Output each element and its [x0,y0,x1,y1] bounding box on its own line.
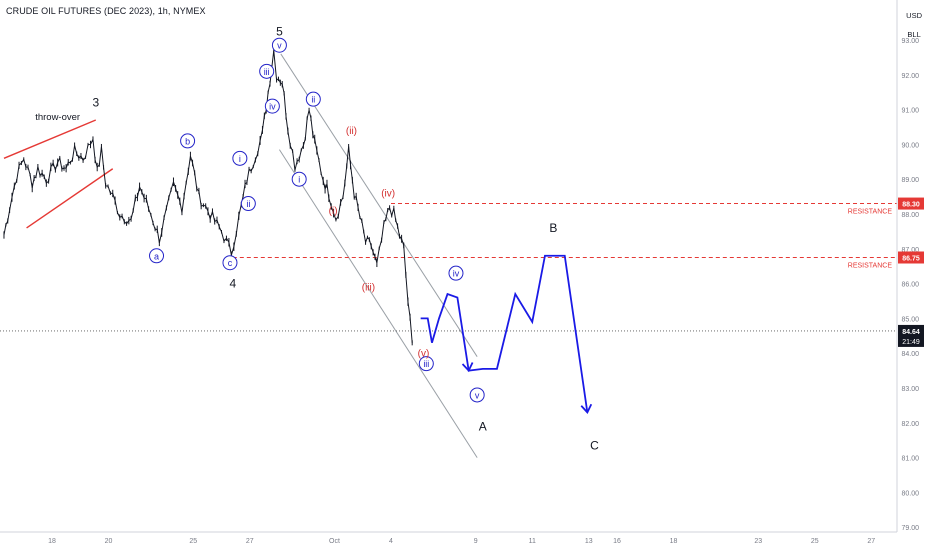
wave-label-7: b [185,136,190,146]
wave-label-5: C [590,438,599,452]
wave-label-3: A [479,419,487,433]
annotation-0: throw-over [35,112,80,123]
resistance-value-2: 86.75 [902,256,920,263]
x-tick-9: 16 [613,538,621,545]
projection-arrow-a [461,362,474,373]
wave-projection [420,254,593,414]
wave-label-13: v [277,41,282,51]
wave-label-8: c [228,258,233,268]
wave-circle-14 [291,171,307,187]
wave-label-21: (iii) [362,283,375,294]
resistance-text-2: RESISTANCE [848,263,893,270]
wave-circle-8 [222,255,238,271]
y-tick-8: 87.00 [901,247,919,254]
unit-label: BLL [907,30,921,39]
wave-circle-7 [180,133,196,149]
wave-label-19: (i) [329,206,338,217]
x-tick-10: 18 [670,538,678,545]
y-tick-4: 83.00 [901,386,919,393]
wave-labels: 345ABCabciiiiiiivviiiiiiivv(i)(ii)(iii)(… [35,24,599,452]
y-tick-9: 88.00 [901,212,919,219]
ending-wedge [3,119,114,229]
x-tick-1: 20 [105,538,113,545]
wave-label-16: iii [423,359,429,369]
wave-label-14: i [298,175,300,185]
currency-selector[interactable]: USD BLL [906,6,922,44]
x-tick-7: 11 [529,538,536,545]
wave-circle-10 [240,196,256,212]
wave-label-12: iv [269,102,276,112]
x-tick-4: Oct [329,538,340,545]
x-tick-8: 13 [585,538,593,545]
y-tick-0: 79.00 [901,525,919,532]
last-price-tag [898,324,924,347]
y-tick-1: 80.00 [901,490,919,497]
wave-circle-12 [264,98,280,114]
wave-label-11: iii [264,67,270,77]
price-axis[interactable]: 79.00 80.00 81.00 82.00 83.00 84.00 85.00 86.00… [896,0,924,532]
x-tick-13: 27 [867,538,875,545]
y-tick-13: 92.00 [901,73,919,80]
last-price-countdown: 21:49 [902,339,920,346]
wave-label-6: a [154,251,159,261]
y-tick-6: 85.00 [901,316,919,323]
x-tick-3: 27 [246,538,254,545]
wave-label-20: (ii) [346,126,357,137]
resistance-tag-1 [898,197,924,210]
wave-circle-16 [418,356,434,372]
y-tick-5: 84.00 [901,351,919,358]
resistance-tag-2 [898,251,924,264]
currency-label: USD [906,11,922,20]
y-tick-11: 90.00 [901,142,919,149]
y-tick-14: 93.00 [901,38,919,45]
wave-label-10: ii [246,199,250,209]
wave-circle-18 [469,387,485,403]
channel-lower-line [278,149,478,458]
projection-path [420,254,589,413]
x-tick-5: 4 [389,538,393,545]
wave-label-0: 3 [92,96,99,110]
price-series [3,47,413,346]
x-tick-6: 9 [474,538,478,545]
wave-circle-17 [448,265,464,281]
wave-circle-11 [259,63,275,79]
wave-label-9: i [239,154,241,164]
projection-arrow-c [580,403,593,414]
wedge-lower-line [26,168,114,229]
resistance-value-1: 88.30 [902,202,920,209]
wave-label-18: v [475,390,480,400]
resistance-text-1: RESISTANCE [848,209,893,216]
y-tick-10: 89.00 [901,177,919,184]
wave-circle-13 [271,37,287,53]
wedge-upper-line [3,119,97,159]
y-tick-3: 82.00 [901,421,919,428]
wave-label-17: iv [453,269,460,279]
wave-label-4: B [549,221,557,235]
wave-circle-15 [305,91,321,107]
wave-label-2: 5 [276,24,283,38]
x-tick-11: 23 [754,538,762,545]
wave-circle-9 [232,150,248,166]
y-tick-12: 91.00 [901,108,919,115]
wave-label-22: (iv) [381,189,395,200]
last-price-value: 84.64 [902,329,920,336]
time-axis[interactable]: 18 20 25 27 Oct 4 9 11 13 16 18 23 25 27 [0,531,897,545]
x-tick-12: 25 [811,538,819,545]
chart-title: CRUDE OIL FUTURES (DEC 2023), 1h, NYMEX [6,6,206,16]
wave-label-23: (v) [418,349,430,360]
y-tick-2: 81.00 [901,456,919,463]
wave-label-15: ii [311,95,315,105]
x-tick-0: 18 [48,538,56,545]
price-line [3,50,413,343]
wave-circle-6 [149,248,165,264]
wave-label-1: 4 [229,277,236,291]
x-tick-2: 25 [189,538,197,545]
y-tick-7: 86.00 [901,282,919,289]
